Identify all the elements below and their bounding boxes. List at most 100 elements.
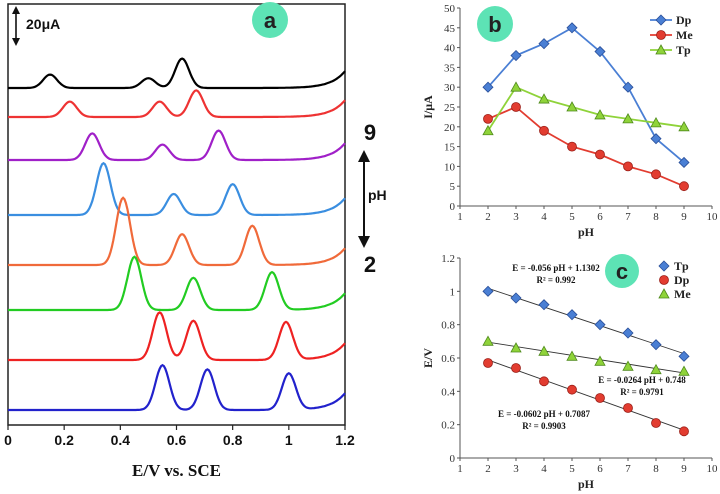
fit-line-dp [487, 359, 685, 431]
x-tick-label: 1 [457, 463, 463, 475]
data-point-tp [594, 319, 606, 331]
trace-ph-5 [8, 196, 346, 267]
data-point-tp [510, 292, 522, 304]
data-point-me [510, 342, 522, 353]
legend-marker-me [656, 30, 666, 40]
r-squared-me: R² = 0.9791 [620, 387, 664, 397]
x-tick-label: 7 [625, 211, 631, 223]
legend-marker-tp [658, 260, 670, 272]
x-tick-label: 9 [681, 463, 687, 475]
data-point-me [566, 350, 578, 361]
fit-line-tp [487, 287, 685, 355]
x-axis-label: pH [578, 225, 595, 239]
x-tick-label: 4 [541, 211, 547, 223]
y-tick-label: 10 [444, 161, 456, 173]
panel-b-badge [477, 6, 513, 42]
data-point-tp [678, 350, 690, 362]
data-point-dp [651, 418, 661, 428]
data-point-dp [594, 45, 606, 58]
y-tick-label: 0.8 [441, 320, 455, 332]
x-tick-label: 8 [653, 211, 659, 223]
trace-ph-6 [8, 161, 346, 217]
panel-a-x-tick-label: 0.4 [111, 432, 131, 448]
data-point-me [651, 169, 661, 180]
y-tick-label: 0 [450, 453, 456, 465]
panel-b-badge-label: b [488, 12, 501, 37]
panel-a-x-axis-label: E/V vs. SCE [132, 461, 221, 480]
y-tick-label: 0.2 [441, 420, 455, 432]
y-tick-label: 40 [444, 43, 456, 55]
data-point-dp [623, 403, 633, 413]
x-tick-label: 10 [707, 211, 719, 223]
legend-label-me: Me [676, 28, 693, 42]
data-point-dp [650, 133, 662, 145]
panel-a-x-tick-label: 0 [4, 432, 12, 448]
legend-label-me: Me [674, 287, 691, 301]
panel-a-x-tick-label: 1 [285, 432, 293, 448]
y-tick-label: 25 [444, 102, 456, 114]
data-point-tp [538, 93, 550, 104]
r-squared-dp: R² = 0.9903 [522, 421, 566, 431]
scale-bar-arrow-up-icon [12, 6, 20, 14]
y-tick-label: 1 [450, 286, 456, 298]
data-point-dp [510, 49, 522, 62]
data-point-dp [511, 363, 521, 373]
x-tick-label: 5 [569, 463, 575, 475]
y-tick-label: 0.6 [441, 353, 455, 365]
data-point-me [678, 365, 690, 376]
y-tick-label: 20 [444, 122, 456, 134]
data-point-tp [510, 81, 522, 92]
x-tick-label: 9 [681, 211, 687, 223]
y-tick-label: 0 [450, 201, 456, 213]
x-tick-label: 4 [541, 463, 547, 475]
x-tick-label: 7 [625, 463, 631, 475]
data-point-tp [566, 309, 578, 321]
data-point-tp [594, 109, 606, 120]
panel-a-x-tick-label: 0.8 [223, 432, 243, 448]
data-point-me [594, 355, 606, 366]
data-point-tp [538, 299, 550, 311]
x-axis-label: pH [578, 477, 595, 491]
data-point-dp [538, 38, 550, 50]
series-line-dp [487, 26, 685, 164]
y-tick-label: 35 [444, 62, 456, 74]
trace-ph-8 [8, 89, 346, 119]
scale-bar-arrow-down-icon [12, 38, 20, 46]
x-tick-label: 8 [653, 463, 659, 475]
data-point-me [511, 102, 521, 112]
data-point-tp [650, 339, 662, 351]
data-point-me [622, 360, 634, 371]
data-point-dp [679, 426, 689, 437]
x-tick-label: 2 [485, 463, 491, 475]
ph-arrow-down-icon [358, 236, 370, 248]
data-point-me [595, 149, 605, 160]
y-axis-label: E/V [421, 348, 435, 368]
data-point-me [539, 125, 549, 136]
data-point-dp [622, 81, 634, 93]
y-tick-label: 0.4 [441, 386, 455, 398]
trace-ph-4 [8, 255, 346, 312]
data-point-dp [595, 393, 605, 403]
equation-me: E = -0.0264 pH + 0.748 [598, 375, 686, 385]
equation-dp: E = -0.0602 pH + 0.7087 [498, 409, 591, 419]
panel-c-badge-label: c [616, 259, 628, 284]
data-point-tp [566, 101, 578, 112]
data-point-dp [482, 81, 494, 93]
legend-label-dp: Dp [676, 13, 692, 27]
fit-line-me [487, 341, 685, 374]
data-point-tp [678, 120, 690, 132]
ph-arrow-label: pH [368, 187, 387, 203]
legend-label-tp: Tp [674, 259, 689, 273]
series-line-tp [487, 86, 685, 132]
x-tick-label: 10 [707, 463, 719, 475]
data-point-me [650, 363, 662, 375]
data-point-tp [482, 124, 494, 136]
data-point-tp [482, 285, 494, 297]
y-tick-label: 15 [444, 142, 456, 154]
y-tick-label: 45 [444, 23, 456, 35]
x-tick-label: 1 [457, 211, 463, 223]
panel-b-current-vs-ph: 1 2 3 4 5 6 7 8 9 1005101520253035404550pHI/μADpM… [421, 3, 718, 239]
ph-arrow-up-icon [358, 150, 370, 162]
x-tick-label: 6 [597, 211, 603, 223]
